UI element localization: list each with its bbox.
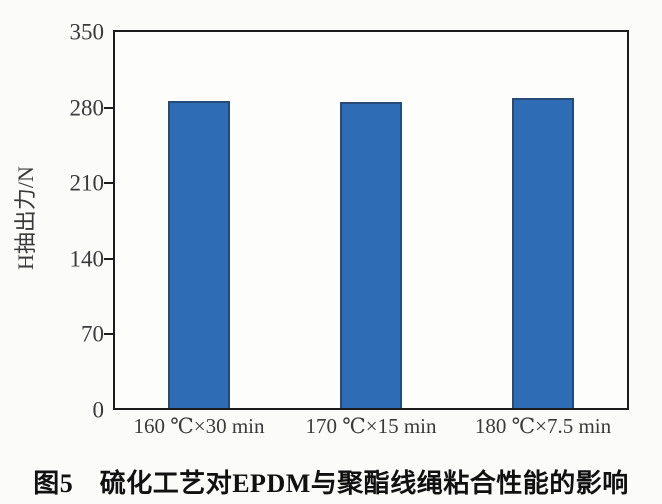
y-tick-label: 350	[69, 19, 105, 45]
y-tick-label: 70	[81, 321, 104, 347]
y-tick-label: 0	[92, 397, 105, 423]
bar-1	[168, 101, 230, 408]
y-tick-mark	[104, 106, 113, 109]
bar-2	[340, 102, 402, 408]
x-category-label: 160 ℃×30 min	[133, 414, 265, 438]
plot-area	[113, 30, 629, 410]
y-tick-mark	[104, 257, 113, 260]
x-axis-labels: 160 ℃×30 min 170 ℃×15 min 180 ℃×7.5 min	[113, 414, 629, 439]
x-category-label: 170 ℃×15 min	[305, 414, 437, 438]
y-tick-mark	[104, 333, 113, 336]
y-tick-mark	[104, 182, 113, 185]
y-tick-label: 280	[69, 95, 105, 121]
bar-3	[512, 98, 574, 408]
x-category-label: 180 ℃×7.5 min	[474, 414, 612, 438]
figure-caption: 图5 硫化工艺对EPDM与聚酯线绳粘合性能的影响	[33, 469, 629, 498]
y-tick-label: 140	[69, 246, 105, 272]
y-axis-title: H抽出力/N	[13, 166, 38, 270]
y-tick-label: 210	[69, 170, 105, 196]
